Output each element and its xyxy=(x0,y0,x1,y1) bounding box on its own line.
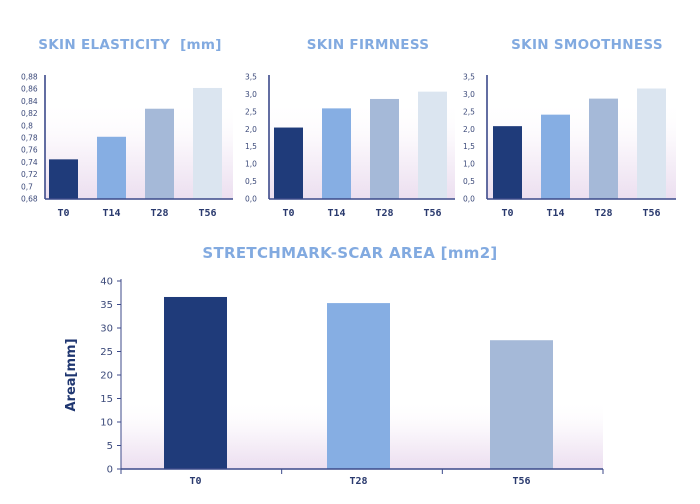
bar-t56 xyxy=(418,91,447,199)
y-tick-label: 3,5 xyxy=(463,73,475,82)
y-axis-title: Area[mm] xyxy=(64,338,79,411)
y-tick-label: 0,68 xyxy=(21,195,38,204)
bar-t28 xyxy=(589,98,618,199)
bar-t56 xyxy=(490,340,553,469)
y-tick-label: 2,5 xyxy=(245,107,257,116)
x-tick-label: T0 xyxy=(501,208,513,219)
y-tick-label: 25 xyxy=(100,347,113,358)
chart-skin-firmness: SKIN FIRMNESS 0,0 0,5 1,0 1,5 2,0 2,5 3,0 3,5 T0… xyxy=(245,37,455,219)
bar-t0 xyxy=(493,126,522,199)
y-tick-label: 1,0 xyxy=(245,160,257,169)
bar-t56 xyxy=(637,88,666,199)
y-tick-label: 0,0 xyxy=(245,195,257,204)
bar-t0 xyxy=(49,159,78,199)
y-tick-label: 0,7 xyxy=(21,182,33,191)
x-tick-label: T28 xyxy=(150,208,168,219)
bar-t0 xyxy=(164,296,227,469)
bar-t14 xyxy=(541,114,570,199)
chart-title: STRETCHMARK-SCAR AREA [mm2] xyxy=(202,244,497,262)
y-tick-label: 0 xyxy=(107,465,113,476)
x-tick-label: T56 xyxy=(512,476,530,487)
y-tick-label: 3,5 xyxy=(245,73,257,82)
y-tick-label: 0,8 xyxy=(21,121,33,130)
y-tick-label: 35 xyxy=(100,300,113,311)
y-tick-label: 1,5 xyxy=(463,142,475,151)
x-tick-label: T0 xyxy=(282,208,294,219)
y-tick-label: 30 xyxy=(100,324,113,335)
y-tick-label: 0,5 xyxy=(463,177,475,186)
bar-t28 xyxy=(327,303,390,469)
y-tick-label: 2,5 xyxy=(463,107,475,116)
y-tick-label: 10 xyxy=(100,418,113,429)
chart-skin-smoothness: SKIN SMOOTHNESS 0,0 0,5 1,0 1,5 2,0 2,5 3,0 3,5… xyxy=(463,37,676,219)
y-tick-label: 0,78 xyxy=(21,134,38,143)
bar-t56 xyxy=(193,87,222,199)
chart-title: SKIN FIRMNESS xyxy=(307,37,430,53)
y-tick-label: 1,5 xyxy=(245,142,257,151)
y-tick-label: 0,82 xyxy=(21,109,38,118)
y-tick-label: 0,5 xyxy=(245,177,257,186)
chart-title: SKIN SMOOTHNESS xyxy=(511,37,663,53)
y-tick-label: 20 xyxy=(100,371,113,382)
y-tick-label: 3,0 xyxy=(245,90,257,99)
y-tick-label: 0,88 xyxy=(21,73,38,82)
y-tick-label: 1,0 xyxy=(463,160,475,169)
y-tick-label: 0,86 xyxy=(21,85,38,94)
bar-t28 xyxy=(145,108,174,199)
x-tick-label: T56 xyxy=(423,208,441,219)
x-tick-label: T28 xyxy=(594,208,612,219)
y-tick-label: 3,0 xyxy=(463,90,475,99)
x-tick-label: T0 xyxy=(189,476,201,487)
x-tick-label: T28 xyxy=(375,208,393,219)
y-tick-label: 0,72 xyxy=(21,170,38,179)
y-tick-label: 2,0 xyxy=(463,125,475,134)
y-tick-label: 15 xyxy=(100,394,113,405)
y-tick-label: 0,0 xyxy=(463,195,475,204)
bar-t14 xyxy=(97,136,126,199)
y-tick-label: 2,0 xyxy=(245,125,257,134)
x-tick-label: T14 xyxy=(102,208,120,219)
y-tick-label: 40 xyxy=(100,277,113,288)
y-tick-label: 0,76 xyxy=(21,146,38,155)
bar-t28 xyxy=(370,98,399,199)
bar-t14 xyxy=(322,108,351,199)
x-tick-label: T14 xyxy=(327,208,345,219)
x-tick-label: T0 xyxy=(57,208,69,219)
chart-skin-elasticity: SKIN ELASTICITY [mm] 0,68 0,7 0,72 0,74 0,76… xyxy=(21,37,233,219)
x-tick-label: T56 xyxy=(198,208,216,219)
x-tick-label: T56 xyxy=(642,208,660,219)
y-tick-label: 5 xyxy=(107,441,113,452)
y-tick-label: 0,84 xyxy=(21,97,38,106)
chart-title: SKIN ELASTICITY [mm] xyxy=(38,37,222,53)
chart-stretchmark-scar-area: STRETCHMARK-SCAR AREA [mm2] Area[mm] 0 5 1… xyxy=(64,244,604,487)
x-tick-label: T14 xyxy=(546,208,564,219)
y-tick-label: 0,74 xyxy=(21,158,38,167)
x-tick-label: T28 xyxy=(349,476,367,487)
bar-t0 xyxy=(274,127,303,199)
